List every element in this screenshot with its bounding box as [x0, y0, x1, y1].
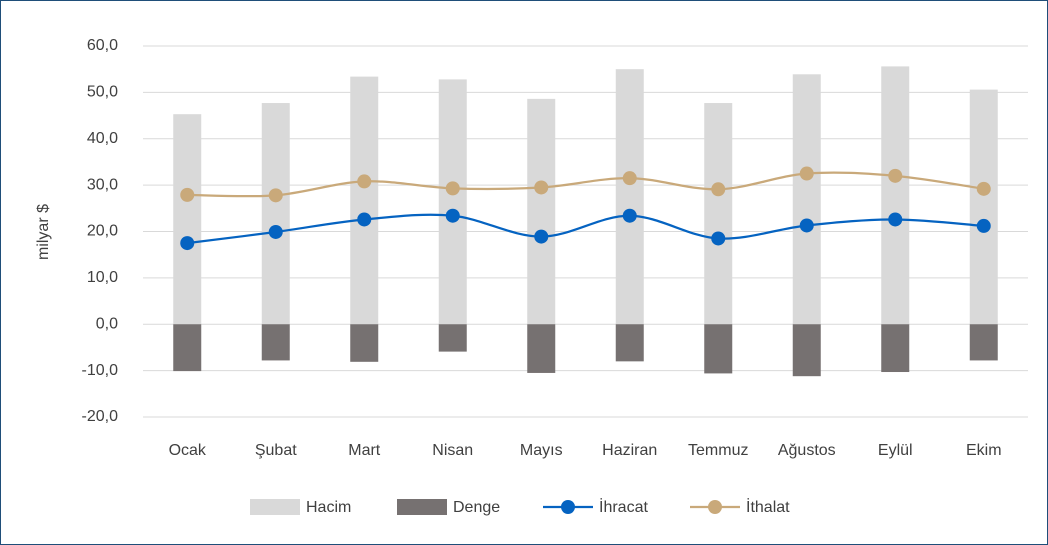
marker: [622, 171, 637, 186]
legend-swatch: [561, 500, 575, 514]
marker: [799, 166, 814, 181]
legend-swatch: [708, 500, 722, 514]
marker: [711, 182, 726, 197]
y-tick-label: 40,0: [87, 130, 118, 147]
marker: [268, 224, 283, 239]
bar: [438, 79, 467, 325]
x-tick-label: Nisan: [432, 442, 473, 459]
x-tick-label: Mayıs: [520, 442, 563, 459]
bar: [704, 103, 733, 325]
marker: [534, 180, 549, 195]
x-tick-label: Şubat: [255, 442, 297, 459]
legend-swatch: [397, 499, 447, 515]
y-tick-label: 20,0: [87, 223, 118, 240]
x-tick-label: Mart: [348, 442, 381, 459]
marker: [711, 231, 726, 246]
x-tick-label: Ocak: [169, 442, 207, 459]
legend-swatch: [250, 499, 300, 515]
marker: [622, 208, 637, 223]
marker: [180, 187, 195, 202]
legend-label: İthalat: [746, 497, 790, 516]
marker: [268, 188, 283, 203]
y-tick-label: 10,0: [87, 269, 118, 286]
bar: [527, 324, 556, 373]
bar: [350, 76, 379, 325]
y-tick-label: 0,0: [96, 315, 118, 332]
bar: [969, 89, 998, 325]
legend-label: İhracat: [599, 497, 648, 516]
x-tick-label: Temmuz: [688, 442, 748, 459]
x-tick-label: Ağustos: [778, 442, 836, 459]
marker: [357, 174, 372, 189]
bar: [881, 66, 910, 325]
marker: [357, 212, 372, 227]
marker: [888, 168, 903, 183]
bar: [792, 74, 821, 325]
y-tick-label: -10,0: [82, 362, 119, 379]
line: [187, 213, 984, 245]
x-tick-label: Ekim: [966, 442, 1002, 459]
marker: [888, 212, 903, 227]
marker: [445, 208, 460, 223]
marker: [976, 181, 991, 196]
bar: [438, 324, 467, 352]
marker: [445, 181, 460, 196]
bar: [173, 324, 202, 372]
y-tick-label: 60,0: [87, 37, 118, 54]
legend-label: Denge: [453, 499, 500, 516]
bar: [527, 98, 556, 325]
y-tick-label: 30,0: [87, 176, 118, 193]
y-tick-label: 50,0: [87, 84, 118, 101]
marker: [534, 229, 549, 244]
x-tick-label: Haziran: [602, 442, 657, 459]
bar: [615, 69, 644, 325]
line: [187, 171, 984, 198]
y-tick-label: -20,0: [82, 408, 119, 425]
marker: [976, 218, 991, 233]
marker: [180, 236, 195, 251]
bar: [969, 324, 998, 361]
y-axis-label: milyar $: [35, 204, 52, 260]
marker: [799, 218, 814, 233]
bar: [704, 324, 733, 374]
bar: [792, 324, 821, 377]
bar: [350, 324, 379, 362]
bar: [615, 324, 644, 362]
x-tick-label: Eylül: [878, 442, 913, 459]
bar: [173, 114, 202, 325]
bar: [881, 324, 910, 373]
bar: [261, 103, 290, 325]
bar: [261, 324, 290, 361]
legend-label: Hacim: [306, 499, 351, 516]
